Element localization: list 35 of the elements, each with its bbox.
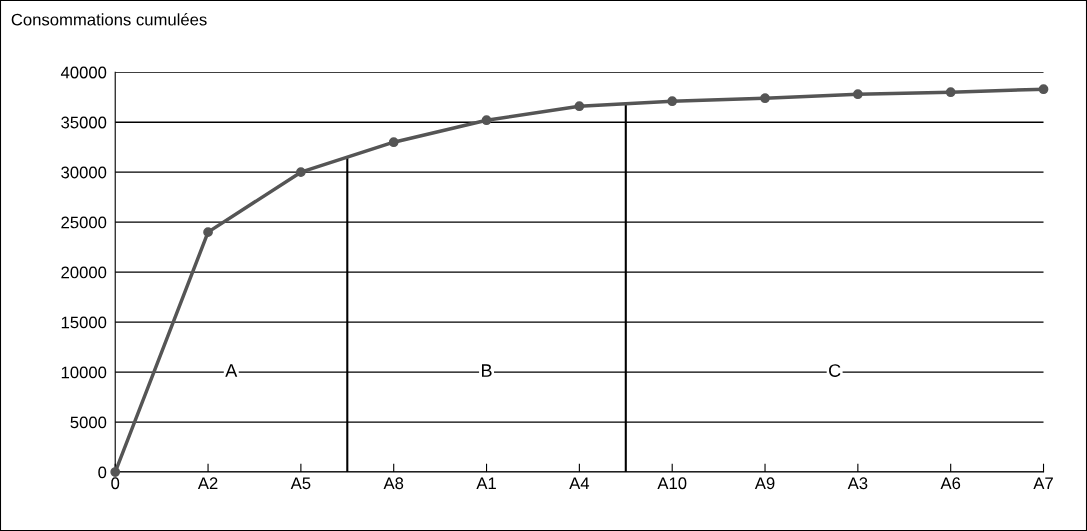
x-tick-label: A8 bbox=[383, 477, 404, 490]
y-tick-label: 5000 bbox=[70, 416, 107, 429]
y-tick-label: 10000 bbox=[61, 366, 107, 379]
point bbox=[388, 137, 399, 148]
point bbox=[481, 115, 492, 126]
x-tick-label: A10 bbox=[657, 477, 687, 490]
y-tick-label: 40000 bbox=[60, 66, 107, 79]
x-tick-label: 0 bbox=[111, 477, 120, 490]
point bbox=[852, 89, 863, 100]
x-tick-label: A3 bbox=[847, 477, 868, 490]
y-axis-title: Consommations cumulées bbox=[11, 13, 207, 26]
y-tick-label: 30000 bbox=[61, 166, 107, 179]
annotation: A bbox=[225, 364, 238, 377]
annotation: C bbox=[829, 364, 841, 377]
point bbox=[760, 93, 770, 104]
y-tick-label: 25000 bbox=[61, 216, 107, 229]
y-tick-label: 15000 bbox=[61, 316, 107, 329]
x-tick-label: A5 bbox=[290, 477, 311, 490]
point bbox=[296, 167, 306, 178]
x-tick-label: A4 bbox=[569, 477, 590, 489]
x-tick-label: A9 bbox=[754, 477, 775, 490]
y-tick-label: 35000 bbox=[61, 116, 107, 129]
x-tick-label: A1 bbox=[476, 477, 496, 489]
annotation: B bbox=[482, 364, 492, 377]
x-tick-label: A6 bbox=[940, 477, 961, 490]
x-tick-label: A7 bbox=[1033, 477, 1053, 489]
point bbox=[574, 101, 585, 112]
y-tick-label: 20000 bbox=[61, 266, 107, 279]
x-tick-label: A2 bbox=[197, 477, 218, 489]
point bbox=[667, 96, 678, 107]
point bbox=[110, 467, 121, 477]
point bbox=[1038, 84, 1049, 95]
point bbox=[945, 87, 956, 98]
y-tick-label: 0 bbox=[98, 466, 107, 479]
point bbox=[203, 227, 213, 238]
